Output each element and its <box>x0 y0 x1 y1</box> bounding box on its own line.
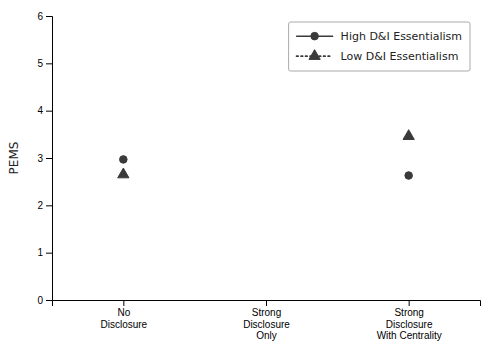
chart: 0123456NoDisclosureStrongDisclosureOnlyS… <box>0 0 500 358</box>
y-tick-mark <box>46 205 52 206</box>
point <box>403 130 414 140</box>
legend-label: Low D&I Essentialism <box>341 50 459 63</box>
y-tick-label: 2 <box>37 200 43 211</box>
x-tick-label-line: Strong <box>394 307 423 318</box>
y-tick: 3 <box>37 153 52 164</box>
legend-item: Low D&I Essentialism <box>297 50 459 63</box>
y-tick-label: 5 <box>37 58 43 69</box>
x-tick: StrongDisclosureWith Centrality <box>377 300 442 341</box>
x-tick-label-line: Disclosure <box>100 319 147 330</box>
legend-swatch-marker <box>309 50 320 60</box>
y-tick: 5 <box>37 58 52 69</box>
legend-label: High D&I Essentialism <box>341 30 462 43</box>
point <box>405 172 413 180</box>
y-axis-title: PEMS <box>7 142 21 175</box>
series-line <box>123 136 408 174</box>
series-line <box>123 159 408 175</box>
x-tick-label-line: No <box>117 307 130 318</box>
y-tick-label: 1 <box>37 247 43 258</box>
y-tick-label: 6 <box>37 11 43 22</box>
point <box>120 156 128 164</box>
legend-item: High D&I Essentialism <box>297 30 462 43</box>
x-tick-label: StrongDisclosureWith Centrality <box>377 307 442 341</box>
marks <box>118 130 415 180</box>
x-tick-label-line: Strong <box>252 307 281 318</box>
x-tick: NoDisclosure <box>100 300 147 330</box>
y-tick-mark <box>46 63 52 64</box>
x-tick-label: StrongDisclosureOnly <box>243 307 290 341</box>
y-tick-mark <box>46 158 52 159</box>
y-tick-label: 3 <box>37 153 43 164</box>
y-tick: 1 <box>37 247 52 258</box>
y-tick-mark <box>46 111 52 112</box>
legend-swatch-marker <box>311 32 319 40</box>
x-axis-line <box>53 301 481 307</box>
y-tick: 0 <box>37 295 52 306</box>
x-tick-mark <box>266 300 267 306</box>
y-tick-mark <box>46 300 52 301</box>
x-tick-mark <box>123 300 124 306</box>
x-tick-label-line: With Centrality <box>377 330 442 341</box>
y-tick: 2 <box>37 200 52 211</box>
legend-frame <box>289 22 470 71</box>
y-tick-label: 0 <box>37 295 43 306</box>
y-tick-label: 4 <box>37 105 43 116</box>
x-axis: NoDisclosureStrongDisclosureOnlyStrongDi… <box>53 300 481 341</box>
y-tick: 6 <box>37 11 52 22</box>
x-tick: StrongDisclosureOnly <box>243 300 290 341</box>
x-tick-label: NoDisclosure <box>100 307 147 330</box>
point <box>118 168 129 178</box>
x-tick-label-line: Disclosure <box>386 319 433 330</box>
y-tick-mark <box>46 16 52 17</box>
y-axis-line <box>46 17 53 301</box>
legend: High D&I Essentialism Low D&I Essentialis… <box>289 22 470 71</box>
x-tick-mark <box>409 300 410 306</box>
plot-area: 0123456NoDisclosureStrongDisclosureOnlyS… <box>37 11 480 341</box>
y-tick-mark <box>46 253 52 254</box>
x-tick-label-line: Disclosure <box>243 319 290 330</box>
y-tick: 4 <box>37 105 52 116</box>
x-tick-label-line: Only <box>256 330 277 341</box>
y-axis: 0 1 2 3 4 5 6 <box>37 11 52 306</box>
